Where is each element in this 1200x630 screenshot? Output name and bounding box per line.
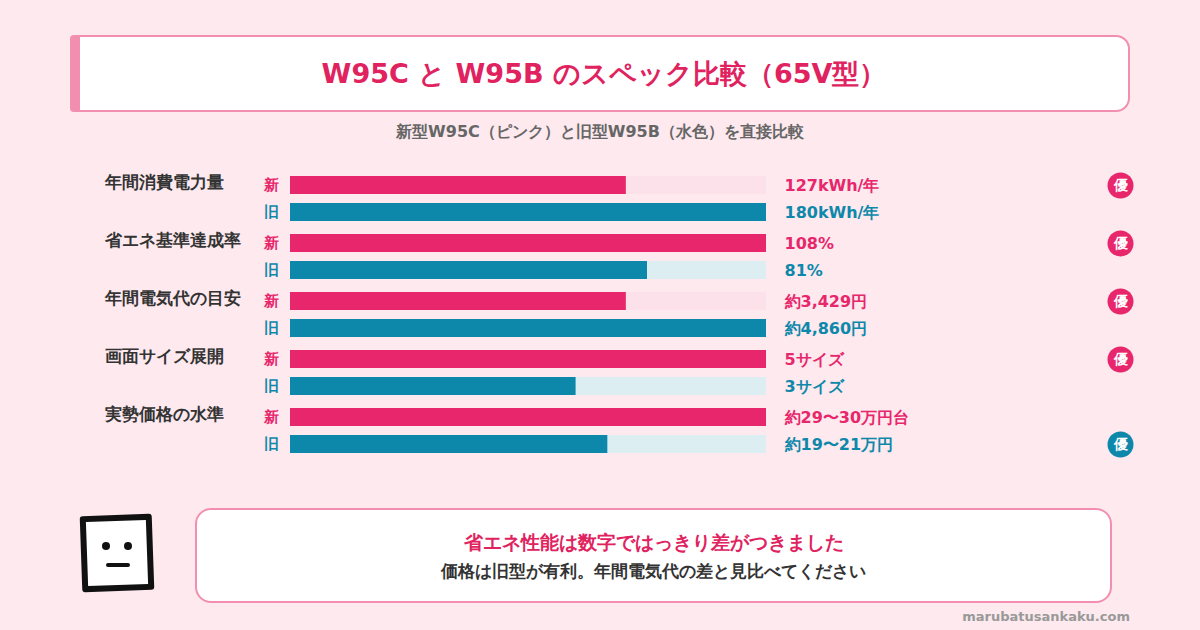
html-text:W95C と W95B のスペック比較（65V型）: W95C と W95B のスペック比較（65V型） bbox=[321, 57, 887, 89]
svg-text:優: 優 bbox=[1113, 177, 1128, 193]
svg-text:108%: 108% bbox=[785, 234, 834, 253]
svg-text:約3,429円: 約3,429円 bbox=[784, 292, 868, 311]
html-text:画面サイズ展開: 画面サイズ展開 bbox=[105, 346, 224, 366]
html-text:新型W95C（ピンク）と旧型W95B（水色）を直接比較: 新型W95C（ピンク）と旧型W95B（水色）を直接比較 bbox=[396, 122, 804, 141]
html-text:実勢価格の水準: 実勢価格の水準 bbox=[105, 404, 224, 424]
html-text:年間消費電力量: 年間消費電力量 bbox=[105, 172, 224, 192]
svg-text:5サイズ: 5サイズ bbox=[785, 350, 845, 369]
svg-text:約4,860円: 約4,860円 bbox=[784, 319, 868, 338]
svg-text:約19〜21万円: 約19〜21万円 bbox=[784, 435, 894, 454]
svg-text:優: 優 bbox=[1113, 436, 1128, 452]
html-text:価格は旧型が有利。年間電気代の差と見比べてください: 価格は旧型が有利。年間電気代の差と見比べてください bbox=[441, 560, 866, 581]
html-text:marubatusankaku.com: marubatusankaku.com bbox=[962, 609, 1130, 624]
html-text:省エネ性能は数字ではっきり差がつきました: 省エネ性能は数字ではっきり差がつきました bbox=[463, 530, 844, 553]
svg-text:旧: 旧 bbox=[264, 261, 279, 279]
html-text:年間電気代の目安: 年間電気代の目安 bbox=[105, 288, 241, 308]
svg-text:旧: 旧 bbox=[264, 377, 279, 395]
svg-text:約29〜30万円台: 約29〜30万円台 bbox=[784, 408, 910, 427]
svg-text:81%: 81% bbox=[785, 261, 823, 280]
svg-text:新: 新 bbox=[263, 234, 279, 252]
svg-text:新: 新 bbox=[263, 350, 279, 368]
svg-text:新: 新 bbox=[263, 292, 279, 310]
svg-text:旧: 旧 bbox=[264, 203, 279, 221]
svg-text:新: 新 bbox=[263, 408, 279, 426]
svg-text:優: 優 bbox=[1113, 351, 1128, 367]
svg-text:旧: 旧 bbox=[264, 435, 279, 453]
svg-text:127kWh/年: 127kWh/年 bbox=[785, 176, 880, 195]
svg-text:3サイズ: 3サイズ bbox=[785, 377, 845, 396]
svg-text:旧: 旧 bbox=[264, 319, 279, 337]
svg-text:180kWh/年: 180kWh/年 bbox=[785, 203, 880, 222]
svg-text:新: 新 bbox=[263, 176, 279, 194]
html-text:省エネ基準達成率: 省エネ基準達成率 bbox=[105, 230, 241, 250]
svg-text:優: 優 bbox=[1113, 293, 1128, 309]
svg-text:優: 優 bbox=[1113, 235, 1128, 251]
